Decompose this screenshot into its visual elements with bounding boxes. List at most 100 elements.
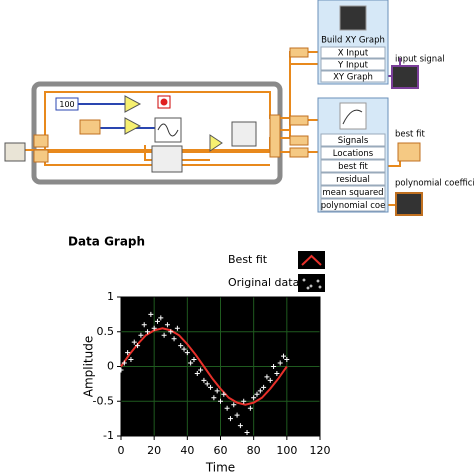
indicator-label: input signal bbox=[395, 55, 445, 65]
legend-point bbox=[316, 279, 320, 283]
input-terminal bbox=[4, 142, 26, 162]
data-point bbox=[198, 367, 204, 373]
data-point bbox=[254, 391, 260, 397]
terminal-row bbox=[320, 172, 386, 186]
data-point bbox=[237, 423, 243, 429]
x-axis-label: Time bbox=[205, 461, 235, 474]
data-point bbox=[135, 343, 141, 349]
data-point bbox=[244, 430, 250, 436]
data-point bbox=[241, 398, 247, 404]
terminal-label: polynomial coe bbox=[321, 201, 386, 211]
y-tick-label: 1 bbox=[107, 290, 114, 303]
x-tick-label: 120 bbox=[310, 444, 331, 457]
data-point bbox=[211, 395, 217, 401]
data-point bbox=[247, 405, 253, 411]
data-point bbox=[231, 402, 237, 408]
legend-swatch bbox=[298, 251, 325, 269]
data-point bbox=[224, 405, 230, 411]
data-point bbox=[158, 315, 164, 321]
shift-register bbox=[33, 134, 49, 148]
data-point bbox=[148, 311, 154, 317]
fit-icon bbox=[342, 109, 363, 125]
data-point bbox=[145, 329, 151, 335]
data-point bbox=[284, 357, 290, 363]
chart-title: Data Graph bbox=[68, 235, 145, 249]
data-point bbox=[161, 332, 167, 338]
constant-text: 100 bbox=[59, 100, 74, 109]
x-tick-label: 80 bbox=[247, 444, 261, 457]
data-point bbox=[251, 395, 257, 401]
data-point bbox=[125, 350, 131, 356]
multiply-node bbox=[124, 117, 142, 135]
data-point bbox=[204, 381, 210, 387]
tunnel bbox=[289, 115, 309, 126]
data-point bbox=[141, 322, 147, 328]
x-tick-label: 60 bbox=[214, 444, 228, 457]
data-point bbox=[264, 374, 270, 380]
fit-line bbox=[120, 327, 288, 406]
terminal-label: residual bbox=[336, 175, 370, 185]
data-point bbox=[208, 384, 214, 390]
data-point bbox=[191, 357, 197, 363]
terminal-row bbox=[320, 185, 386, 199]
terminal-row bbox=[320, 46, 386, 59]
add-node bbox=[209, 134, 223, 152]
tunnel bbox=[289, 135, 309, 146]
data-point bbox=[184, 350, 190, 356]
terminal-row bbox=[320, 198, 386, 212]
data-point bbox=[271, 364, 277, 369]
node-title: Build XY Graph bbox=[321, 36, 385, 46]
x-tick-label: 0 bbox=[118, 444, 125, 457]
random-block bbox=[79, 119, 101, 135]
indicator-icon bbox=[397, 142, 421, 162]
terminal-row bbox=[320, 159, 386, 173]
loop-tunnels bbox=[269, 114, 281, 158]
data-point bbox=[257, 388, 263, 394]
indicator-label: best fit bbox=[395, 130, 425, 140]
legend-line bbox=[301, 254, 322, 266]
data-point bbox=[178, 343, 184, 349]
numeric-constant bbox=[55, 97, 79, 111]
block-diagram: 100 Build XY Graph X Input Y Input XY Grap… bbox=[4, 0, 474, 216]
tunnel bbox=[289, 147, 309, 158]
data-point bbox=[201, 377, 207, 383]
indicator-icon bbox=[395, 192, 423, 216]
data-point bbox=[154, 318, 160, 324]
data-point bbox=[168, 329, 174, 335]
data-point bbox=[118, 367, 124, 373]
legend-label: Best fit bbox=[228, 253, 268, 266]
build-array bbox=[231, 121, 257, 147]
sine-icon bbox=[157, 123, 179, 137]
data-point bbox=[281, 353, 287, 359]
node-icon bbox=[339, 102, 367, 130]
data-point bbox=[194, 370, 200, 376]
data-point bbox=[221, 391, 227, 397]
legend-point bbox=[302, 278, 306, 282]
y-tick-label: 0.5 bbox=[97, 325, 115, 338]
legend-point bbox=[306, 286, 310, 290]
terminal-label: Y Input bbox=[337, 61, 369, 71]
terminal-row bbox=[320, 70, 386, 83]
data-point bbox=[128, 357, 134, 363]
data-point bbox=[181, 346, 187, 352]
data-point bbox=[227, 416, 233, 422]
data-point bbox=[218, 398, 223, 404]
shift-register bbox=[33, 149, 49, 163]
terminal-label: Signals bbox=[338, 136, 369, 146]
legend-swatch bbox=[298, 274, 325, 292]
legend-point bbox=[318, 285, 322, 289]
data-point bbox=[277, 360, 283, 366]
data-point bbox=[121, 360, 127, 366]
y-tick-label: 0 bbox=[107, 360, 114, 373]
data-point bbox=[164, 322, 170, 328]
terminal-label: mean squared bbox=[322, 188, 383, 198]
array-block bbox=[151, 145, 183, 173]
data-point bbox=[138, 332, 144, 338]
x-tick-label: 100 bbox=[276, 444, 297, 457]
terminal-label: X Input bbox=[338, 49, 369, 59]
data-point bbox=[188, 360, 194, 366]
terminal-row bbox=[320, 133, 386, 147]
data-point bbox=[234, 412, 240, 418]
data-point bbox=[274, 370, 280, 376]
